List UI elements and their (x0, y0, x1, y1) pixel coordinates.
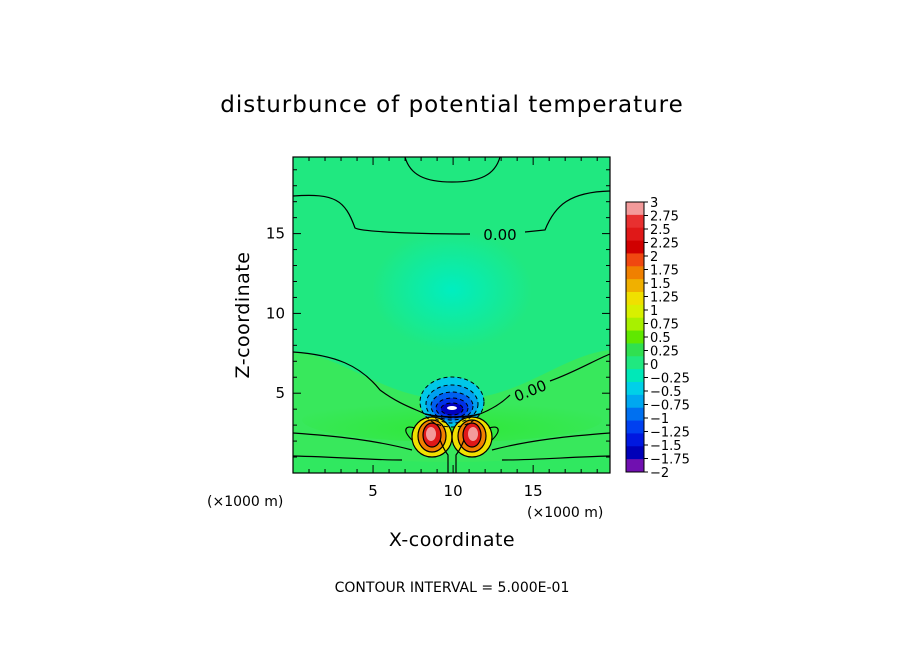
colorbar-swatch (626, 292, 644, 306)
colorbar-swatch (626, 330, 644, 344)
colorbar-swatch (626, 266, 644, 280)
colorbar-label: 2.5 (650, 223, 671, 238)
y-tick-label: 10 (266, 304, 285, 322)
colorbar-swatch (626, 240, 644, 254)
colorbar-label: 0.5 (650, 331, 671, 346)
colorbar-swatch (626, 459, 644, 473)
colorbar-swatch (626, 343, 644, 357)
cold-cell-gap (447, 406, 457, 410)
colorbar-swatch (626, 202, 644, 216)
colorbar-label: −1.75 (650, 453, 690, 468)
colorbar-label: 0 (650, 358, 658, 373)
colorbar-swatch (626, 356, 644, 370)
colorbar-label: 1.25 (650, 291, 679, 306)
contour-interval-note: CONTOUR INTERVAL = 5.000E-01 (335, 580, 570, 596)
colorbar-label: 2 (650, 250, 658, 265)
colorbar-label: −2 (650, 466, 669, 481)
colorbar-swatch (626, 253, 644, 267)
axis-ticks (293, 157, 610, 473)
colorbar-label: −0.75 (650, 399, 690, 414)
colorbar-swatch (626, 214, 644, 229)
x-axis-title: X-coordinate (389, 529, 515, 551)
colorbar-swatch (626, 369, 644, 383)
colorbar-label: −1.5 (650, 439, 682, 454)
contour-lines (293, 157, 610, 473)
colorbar-label: 3 (650, 196, 658, 211)
y-axis-title: Z-coordinate (232, 252, 254, 379)
colorbar-label: 0.75 (650, 318, 679, 333)
colorbar-swatch (626, 433, 644, 447)
colorbar-swatch (626, 279, 644, 293)
x-unit-label: (×1000 m) (207, 494, 283, 510)
field-upper-cyan-region (372, 230, 532, 350)
y-tick-label: 5 (275, 384, 285, 402)
x-tick-label: 5 (368, 482, 378, 500)
field-bottom-band (293, 455, 610, 473)
zero-contour-across-cells (424, 413, 481, 418)
colorbar-swatch (626, 227, 644, 242)
colorbar-label: −1.25 (650, 426, 690, 441)
colorbar-label: 1.5 (650, 277, 671, 292)
contour-label-upper: 0.00 (483, 226, 516, 244)
colorbar-swatch (626, 420, 644, 434)
colorbar-swatch (626, 407, 644, 422)
colorbar-label: −0.25 (650, 372, 690, 387)
chart-title: disturbunce of potential temperature (220, 92, 684, 118)
tick-labels: 5 10 15 5 10 15 (266, 225, 543, 500)
y-tick-label: 15 (266, 225, 285, 243)
colorbar: 32.752.52.2521.751.51.2510.750.50.250−0.… (625, 196, 690, 481)
colorbar-label: −1 (650, 412, 669, 427)
colorbar-label: −0.5 (650, 385, 682, 400)
colorbar-label: 1.75 (650, 264, 679, 279)
colorbar-label: 2.25 (650, 237, 679, 252)
plot-frame (292, 156, 611, 474)
colorbar-swatch (626, 382, 644, 396)
x-tick-label: 10 (444, 482, 463, 500)
colorbar-swatch (626, 446, 644, 460)
plot-area (293, 157, 610, 473)
colorbar-swatch (626, 317, 644, 332)
negative-contours (419, 376, 485, 428)
colorbar-label: 0.25 (650, 345, 679, 360)
x-tick-label: 15 (524, 482, 543, 500)
colorbar-swatch (626, 394, 644, 409)
colorbar-label: 2.75 (650, 210, 679, 225)
x-unit-label-right: (×1000 m) (527, 505, 603, 521)
colorbar-label: 1 (650, 304, 658, 319)
colorbar-swatch (626, 304, 644, 319)
